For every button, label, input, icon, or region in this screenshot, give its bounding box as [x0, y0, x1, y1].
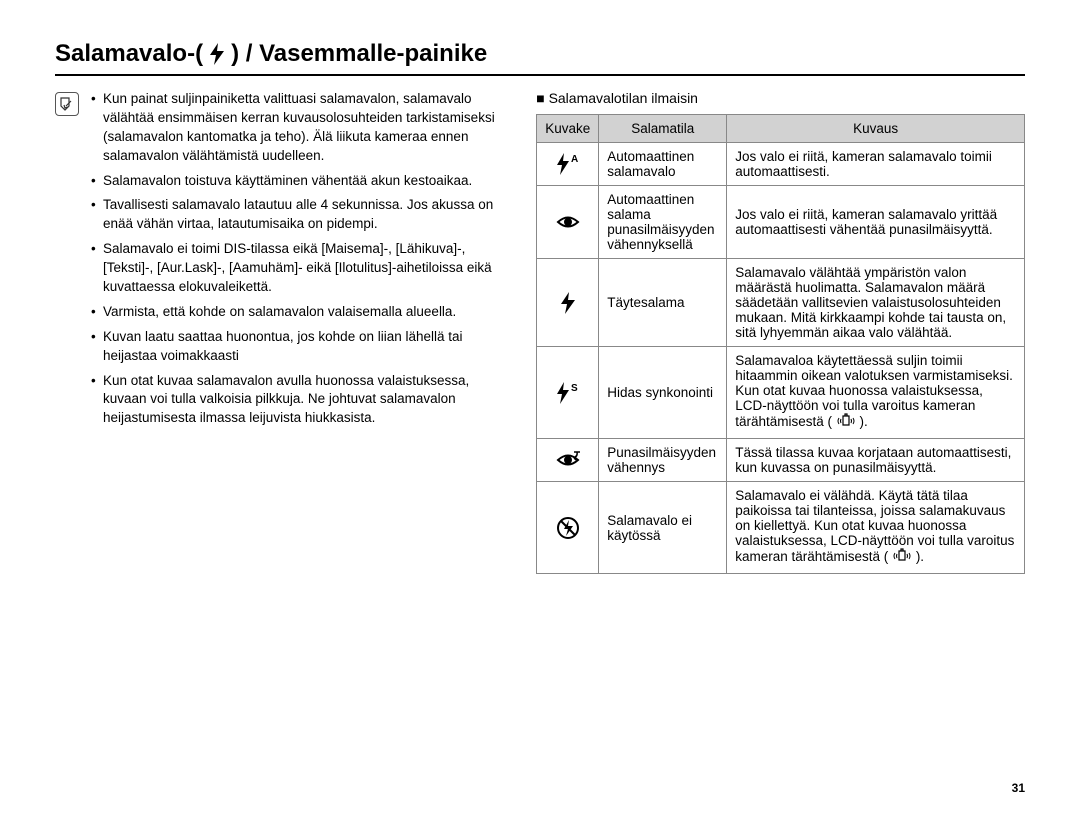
title-suffix: ) / Vasemmalle-painike: [231, 40, 487, 68]
mode-icon-slow-sync: S: [537, 347, 599, 439]
page-number: 31: [1012, 781, 1025, 795]
flash-icon: [207, 43, 227, 65]
mode-desc: Jos valo ei riitä, kameran salamavalo to…: [727, 143, 1025, 186]
note-item: Kun otat kuvaa salamavalon avulla huonos…: [89, 372, 506, 429]
note-list: Kun painat suljinpainiketta valittuasi s…: [89, 90, 506, 434]
mode-icon-redeye-auto: [537, 186, 599, 259]
desc-pre: Salamavaloa käytettäessä suljin toimii h…: [735, 353, 1013, 429]
content-columns: Kun painat suljinpainiketta valittuasi s…: [55, 90, 1025, 574]
mode-name: Täytesalama: [599, 259, 727, 347]
camera-shake-icon: [836, 413, 856, 432]
note-block: Kun painat suljinpainiketta valittuasi s…: [55, 90, 506, 434]
mode-icon-flash-auto: A: [537, 143, 599, 186]
table-row: Automaattinen salama punasilmäisyyden vä…: [537, 186, 1025, 259]
desc-pre: Salamavalo ei välähdä. Käytä tätä tilaa …: [735, 488, 1014, 564]
note-item: Salamavalo ei toimi DIS-tilassa eikä [Ma…: [89, 240, 506, 297]
table-row: Salamavalo ei käytössä Salamavalo ei väl…: [537, 482, 1025, 574]
mode-desc: Tässä tilassa kuvaa korjataan automaatti…: [727, 439, 1025, 482]
mode-name: Automaattinen salama punasilmäisyyden vä…: [599, 186, 727, 259]
col-mode: Salamatila: [599, 115, 727, 143]
desc-post: ).: [860, 414, 868, 429]
note-item: Tavallisesti salamavalo latautuu alle 4 …: [89, 196, 506, 234]
col-desc: Kuvaus: [727, 115, 1025, 143]
table-row: Täytesalama Salamavalo välähtää ympärist…: [537, 259, 1025, 347]
mode-name: Salamavalo ei käytössä: [599, 482, 727, 574]
mode-icon-fill-flash: [537, 259, 599, 347]
svg-text:S: S: [571, 383, 578, 394]
manual-page: Salamavalo-( ) / Vasemmalle-painike Kun …: [0, 0, 1080, 815]
note-item: Varmista, että kohde on salamavalon vala…: [89, 303, 506, 322]
mode-name: Hidas synkonointi: [599, 347, 727, 439]
col-icon: Kuvake: [537, 115, 599, 143]
page-title-row: Salamavalo-( ) / Vasemmalle-painike: [55, 40, 1025, 76]
table-header-row: Kuvake Salamatila Kuvaus: [537, 115, 1025, 143]
mode-desc: Salamavaloa käytettäessä suljin toimii h…: [727, 347, 1025, 439]
flash-mode-table: Kuvake Salamatila Kuvaus A: [536, 114, 1025, 574]
title-prefix: Salamavalo-(: [55, 40, 203, 68]
note-item: Salamavalon toistuva käyttäminen vähentä…: [89, 172, 506, 191]
mode-icon-redeye-fix: [537, 439, 599, 482]
mode-name: Automaattinen salamavalo: [599, 143, 727, 186]
table-row: S Hidas synkonointi Salamavaloa käytettä…: [537, 347, 1025, 439]
mode-icon-flash-off: [537, 482, 599, 574]
mode-name: Punasilmäisyyden vähennys: [599, 439, 727, 482]
mode-desc: Jos valo ei riitä, kameran salamavalo yr…: [727, 186, 1025, 259]
table-row: Punasilmäisyyden vähennys Tässä tilassa …: [537, 439, 1025, 482]
svg-text:A: A: [571, 154, 578, 165]
right-column: Salamavalotilan ilmaisin Kuvake Salamati…: [536, 90, 1025, 574]
note-item: Kun painat suljinpainiketta valittuasi s…: [89, 90, 506, 166]
indicator-heading: Salamavalotilan ilmaisin: [536, 90, 1025, 106]
camera-shake-icon: [892, 548, 912, 567]
mode-desc: Salamavalo ei välähdä. Käytä tätä tilaa …: [727, 482, 1025, 574]
table-row: A Automaattinen salamavalo Jos valo ei r…: [537, 143, 1025, 186]
mode-desc: Salamavalo välähtää ympäristön valon mää…: [727, 259, 1025, 347]
note-item: Kuvan laatu saattaa huonontua, jos kohde…: [89, 328, 506, 366]
left-column: Kun painat suljinpainiketta valittuasi s…: [55, 90, 506, 574]
desc-post: ).: [916, 549, 924, 564]
note-icon: [55, 92, 79, 116]
